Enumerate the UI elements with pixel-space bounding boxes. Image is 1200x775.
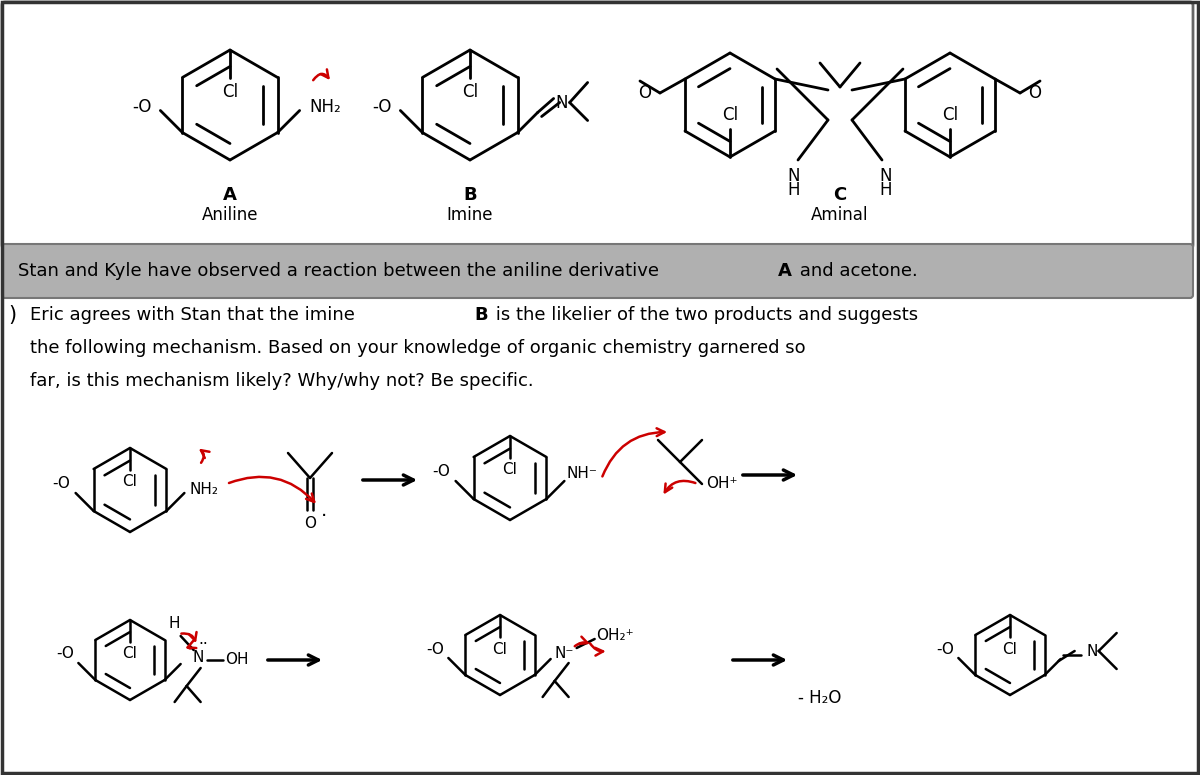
Text: Cl: Cl [462, 83, 478, 101]
FancyBboxPatch shape [2, 244, 1193, 298]
Text: Cl: Cl [222, 83, 238, 101]
Text: -O: -O [936, 642, 954, 656]
Text: N⁻: N⁻ [554, 646, 575, 660]
Text: Cl: Cl [503, 463, 517, 477]
Text: far, is this mechanism likely? Why/why not? Be specific.: far, is this mechanism likely? Why/why n… [30, 372, 534, 390]
Text: N: N [880, 167, 893, 185]
Text: N: N [1087, 643, 1098, 659]
Text: A: A [223, 186, 236, 204]
Text: NH₂: NH₂ [190, 481, 218, 497]
Text: and acetone.: and acetone. [794, 262, 918, 280]
Text: Cl: Cl [1002, 642, 1018, 656]
Text: N: N [193, 650, 204, 666]
Text: O: O [304, 516, 316, 532]
Text: is the likelier of the two products and suggests: is the likelier of the two products and … [490, 306, 918, 324]
Text: Cl: Cl [122, 474, 138, 490]
Text: -O: -O [133, 98, 152, 115]
Text: Cl: Cl [122, 646, 138, 662]
Text: B: B [463, 186, 476, 204]
Text: Cl: Cl [942, 106, 958, 124]
Text: OH₂⁺: OH₂⁺ [596, 628, 634, 642]
FancyBboxPatch shape [2, 2, 1193, 248]
Text: Imine: Imine [446, 206, 493, 224]
Text: NH⁻: NH⁻ [566, 466, 598, 480]
Text: Aniline: Aniline [202, 206, 258, 224]
Text: the following mechanism. Based on your knowledge of organic chemistry garnered s: the following mechanism. Based on your k… [30, 339, 805, 357]
Text: A: A [778, 262, 792, 280]
Text: Eric agrees with Stan that the imine: Eric agrees with Stan that the imine [30, 306, 361, 324]
Text: H: H [787, 181, 800, 199]
Text: OH⁺: OH⁺ [707, 477, 738, 491]
Text: Cl: Cl [722, 106, 738, 124]
Text: H: H [169, 616, 180, 632]
Text: -O: -O [373, 98, 392, 115]
Text: -O: -O [53, 476, 71, 491]
Text: N: N [787, 167, 800, 185]
Text: O: O [1028, 84, 1042, 102]
Text: Cl: Cl [492, 642, 508, 656]
Text: -O: -O [433, 463, 450, 478]
Text: -O: -O [56, 646, 74, 662]
Text: NH₂: NH₂ [310, 98, 342, 115]
Text: - H₂O: - H₂O [798, 689, 841, 707]
Text: ·: · [320, 507, 328, 525]
Text: C: C [833, 186, 847, 204]
Text: N: N [556, 94, 568, 112]
Text: -O: -O [426, 642, 444, 656]
Text: Aminal: Aminal [811, 206, 869, 224]
Text: H: H [880, 181, 893, 199]
Text: ··: ·· [199, 636, 209, 652]
Text: OH: OH [224, 653, 248, 667]
Text: O: O [638, 84, 652, 102]
Text: B: B [474, 306, 487, 324]
Text: Stan and Kyle have observed a reaction between the aniline derivative: Stan and Kyle have observed a reaction b… [18, 262, 665, 280]
Text: ): ) [8, 305, 16, 325]
